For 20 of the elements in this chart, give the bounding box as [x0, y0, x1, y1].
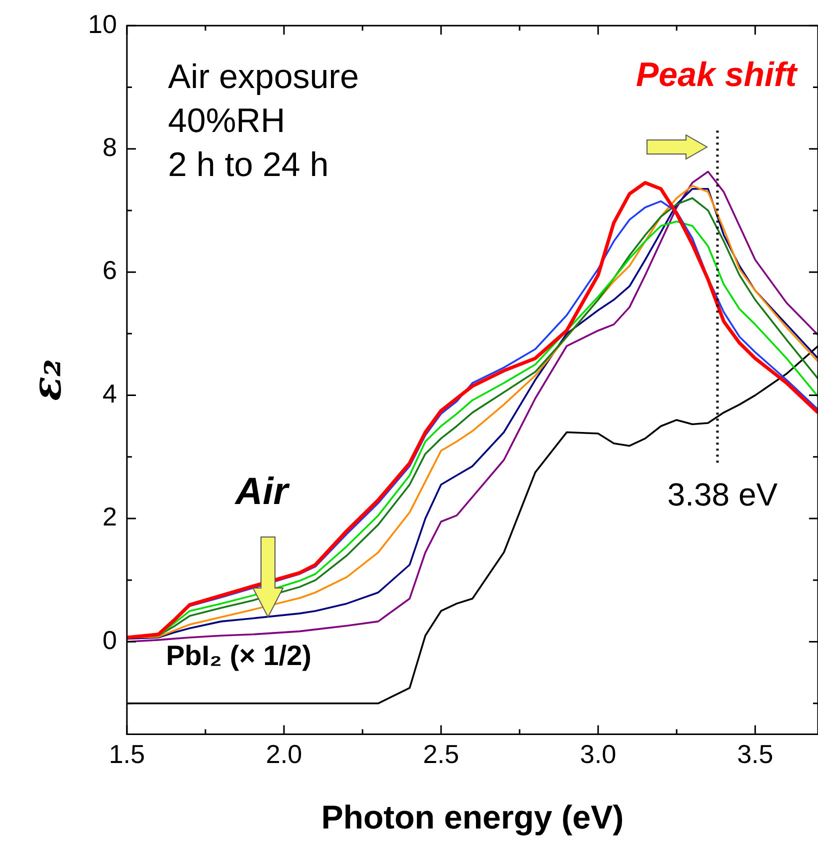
y-tick-label: 4 — [102, 378, 117, 408]
annotation: Air — [235, 470, 288, 514]
y-tick-label: 2 — [102, 502, 117, 532]
x-tick-label: 2.0 — [266, 738, 302, 769]
annotation: Peak shift — [636, 56, 797, 95]
y-axis-title: ε₂ — [23, 358, 70, 401]
x-tick-label: 1.5 — [108, 738, 145, 769]
ref-line-label: 3.38 eV — [667, 476, 778, 512]
y-tick-label: 6 — [102, 255, 117, 286]
y-tick-label: 8 — [102, 132, 117, 162]
annotation: Air exposure — [168, 58, 359, 97]
annotation: 2 h to 24 h — [168, 146, 329, 185]
x-axis-title: Photon energy (eV) — [321, 798, 624, 836]
y-tick-label: 0 — [102, 624, 117, 655]
annotation: PbI₂ (× 1/2) — [166, 640, 312, 672]
y-tick-label: 10 — [88, 8, 117, 39]
x-tick-label: 3.5 — [737, 738, 774, 769]
x-tick-label: 2.5 — [422, 738, 460, 769]
annotation: 40%RH — [168, 102, 286, 141]
x-tick-label: 3.0 — [580, 738, 616, 769]
